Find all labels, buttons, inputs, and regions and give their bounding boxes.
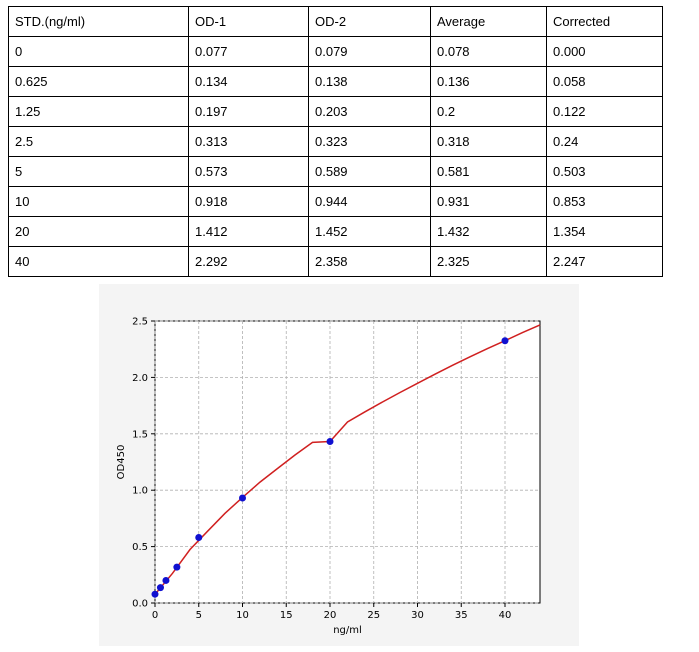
data-point bbox=[501, 337, 509, 345]
y-tick-label: 2.0 bbox=[132, 373, 148, 384]
y-tick-label: 2.5 bbox=[132, 317, 148, 328]
cell-average: 0.318 bbox=[430, 126, 547, 157]
cell-od1: 0.573 bbox=[188, 156, 309, 187]
cell-average: 0.581 bbox=[430, 156, 547, 187]
header-od1: OD-1 bbox=[188, 6, 309, 37]
x-tick-label: 0 bbox=[152, 610, 158, 621]
x-tick-label: 40 bbox=[499, 610, 512, 621]
x-axis-label: ng/ml bbox=[333, 625, 362, 636]
data-points bbox=[151, 337, 509, 598]
x-tick-label: 15 bbox=[280, 610, 293, 621]
cell-od1: 1.412 bbox=[188, 216, 309, 247]
y-tick-label: 1.0 bbox=[132, 486, 148, 497]
axis-ticks: 0 5 10 15 20 25 30 35 40 0.0 0.5 1.0 1.5 2.0 2.5 bbox=[132, 317, 511, 622]
x-tick-label: 30 bbox=[411, 610, 424, 621]
x-tick-label: 25 bbox=[367, 610, 380, 621]
data-point bbox=[326, 437, 334, 445]
y-axis-label: OD450 bbox=[116, 445, 127, 480]
table-row: 0.625 0.134 0.138 0.136 0.058 bbox=[8, 66, 663, 97]
cell-std: 20 bbox=[8, 216, 189, 247]
cell-od1: 0.313 bbox=[188, 126, 309, 157]
table-row: 0 0.077 0.079 0.078 0.000 bbox=[8, 36, 663, 67]
cell-std: 1.25 bbox=[8, 96, 189, 127]
cell-od2: 2.358 bbox=[308, 246, 431, 277]
cell-std: 2.5 bbox=[8, 126, 189, 157]
plot-area bbox=[154, 320, 541, 604]
data-point bbox=[162, 576, 170, 584]
cell-std: 10 bbox=[8, 186, 189, 217]
standard-curve-chart: 0 5 10 15 20 25 30 35 40 0.0 0.5 1.0 1.5 2.0 2.5 ng/ml… bbox=[116, 317, 541, 636]
cell-od1: 0.134 bbox=[188, 66, 309, 97]
cell-average: 0.931 bbox=[430, 186, 547, 217]
y-tick-label: 0.5 bbox=[132, 542, 148, 553]
data-point bbox=[239, 494, 246, 502]
y-tick-label: 0.0 bbox=[132, 599, 148, 610]
cell-od2: 0.203 bbox=[308, 96, 431, 127]
table-row: 2.5 0.313 0.323 0.318 0.24 bbox=[8, 126, 663, 157]
cell-std: 0 bbox=[8, 36, 189, 67]
table-row: 20 1.412 1.452 1.432 1.354 bbox=[8, 216, 663, 247]
header-average: Average bbox=[430, 6, 547, 37]
cell-average: 2.325 bbox=[430, 246, 547, 277]
x-tick-label: 10 bbox=[236, 610, 249, 621]
cell-average: 0.136 bbox=[430, 66, 547, 97]
cell-od2: 0.589 bbox=[308, 156, 431, 187]
standard-table: STD.(ng/ml) OD-1 OD-2 Average Corrected … bbox=[8, 6, 663, 277]
fit-curve bbox=[154, 324, 541, 595]
cell-od2: 0.323 bbox=[308, 126, 431, 157]
cell-std: 0.625 bbox=[8, 66, 189, 97]
cell-od2: 0.138 bbox=[308, 66, 431, 97]
header-corrected: Corrected bbox=[546, 6, 663, 37]
cell-std: 5 bbox=[8, 156, 189, 187]
data-point bbox=[173, 563, 181, 571]
cell-average: 0.2 bbox=[430, 96, 547, 127]
chart-panel: 0 5 10 15 20 25 30 35 40 0.0 0.5 1.0 1.5 2.0 2.5 ng/ml… bbox=[99, 284, 579, 646]
cell-corrected: 0.058 bbox=[546, 66, 663, 97]
data-point bbox=[151, 590, 159, 598]
grid-lines bbox=[154, 320, 540, 604]
data-point bbox=[156, 584, 164, 592]
cell-corrected: 0.503 bbox=[546, 156, 663, 187]
table-row: 10 0.918 0.944 0.931 0.853 bbox=[8, 186, 663, 217]
cell-od2: 1.452 bbox=[308, 216, 431, 247]
cell-corrected: 0.122 bbox=[546, 96, 663, 127]
y-tick-label: 1.5 bbox=[132, 429, 148, 440]
cell-od1: 2.292 bbox=[188, 246, 309, 277]
x-tick-label: 20 bbox=[324, 610, 337, 621]
table-row: 40 2.292 2.358 2.325 2.247 bbox=[8, 246, 663, 277]
cell-od2: 0.079 bbox=[308, 36, 431, 67]
cell-average: 1.432 bbox=[430, 216, 547, 247]
cell-std: 40 bbox=[8, 246, 189, 277]
cell-od2: 0.944 bbox=[308, 186, 431, 217]
cell-corrected: 2.247 bbox=[546, 246, 663, 277]
table-row: 5 0.573 0.589 0.581 0.503 bbox=[8, 156, 663, 187]
cell-od1: 0.918 bbox=[188, 186, 309, 217]
header-std: STD.(ng/ml) bbox=[8, 6, 189, 37]
cell-od1: 0.197 bbox=[188, 96, 309, 127]
cell-average: 0.078 bbox=[430, 36, 547, 67]
table-header-row: STD.(ng/ml) OD-1 OD-2 Average Corrected bbox=[8, 6, 663, 37]
cell-corrected: 0.853 bbox=[546, 186, 663, 217]
cell-corrected: 0.000 bbox=[546, 36, 663, 67]
cell-od1: 0.077 bbox=[188, 36, 309, 67]
table-row: 1.25 0.197 0.203 0.2 0.122 bbox=[8, 96, 663, 127]
cell-corrected: 1.354 bbox=[546, 216, 663, 247]
fit-curve-group bbox=[154, 324, 541, 595]
x-tick-label: 35 bbox=[455, 610, 468, 621]
x-tick-label: 5 bbox=[196, 610, 202, 621]
data-point bbox=[195, 533, 203, 541]
cell-corrected: 0.24 bbox=[546, 126, 663, 157]
header-od2: OD-2 bbox=[308, 6, 431, 37]
